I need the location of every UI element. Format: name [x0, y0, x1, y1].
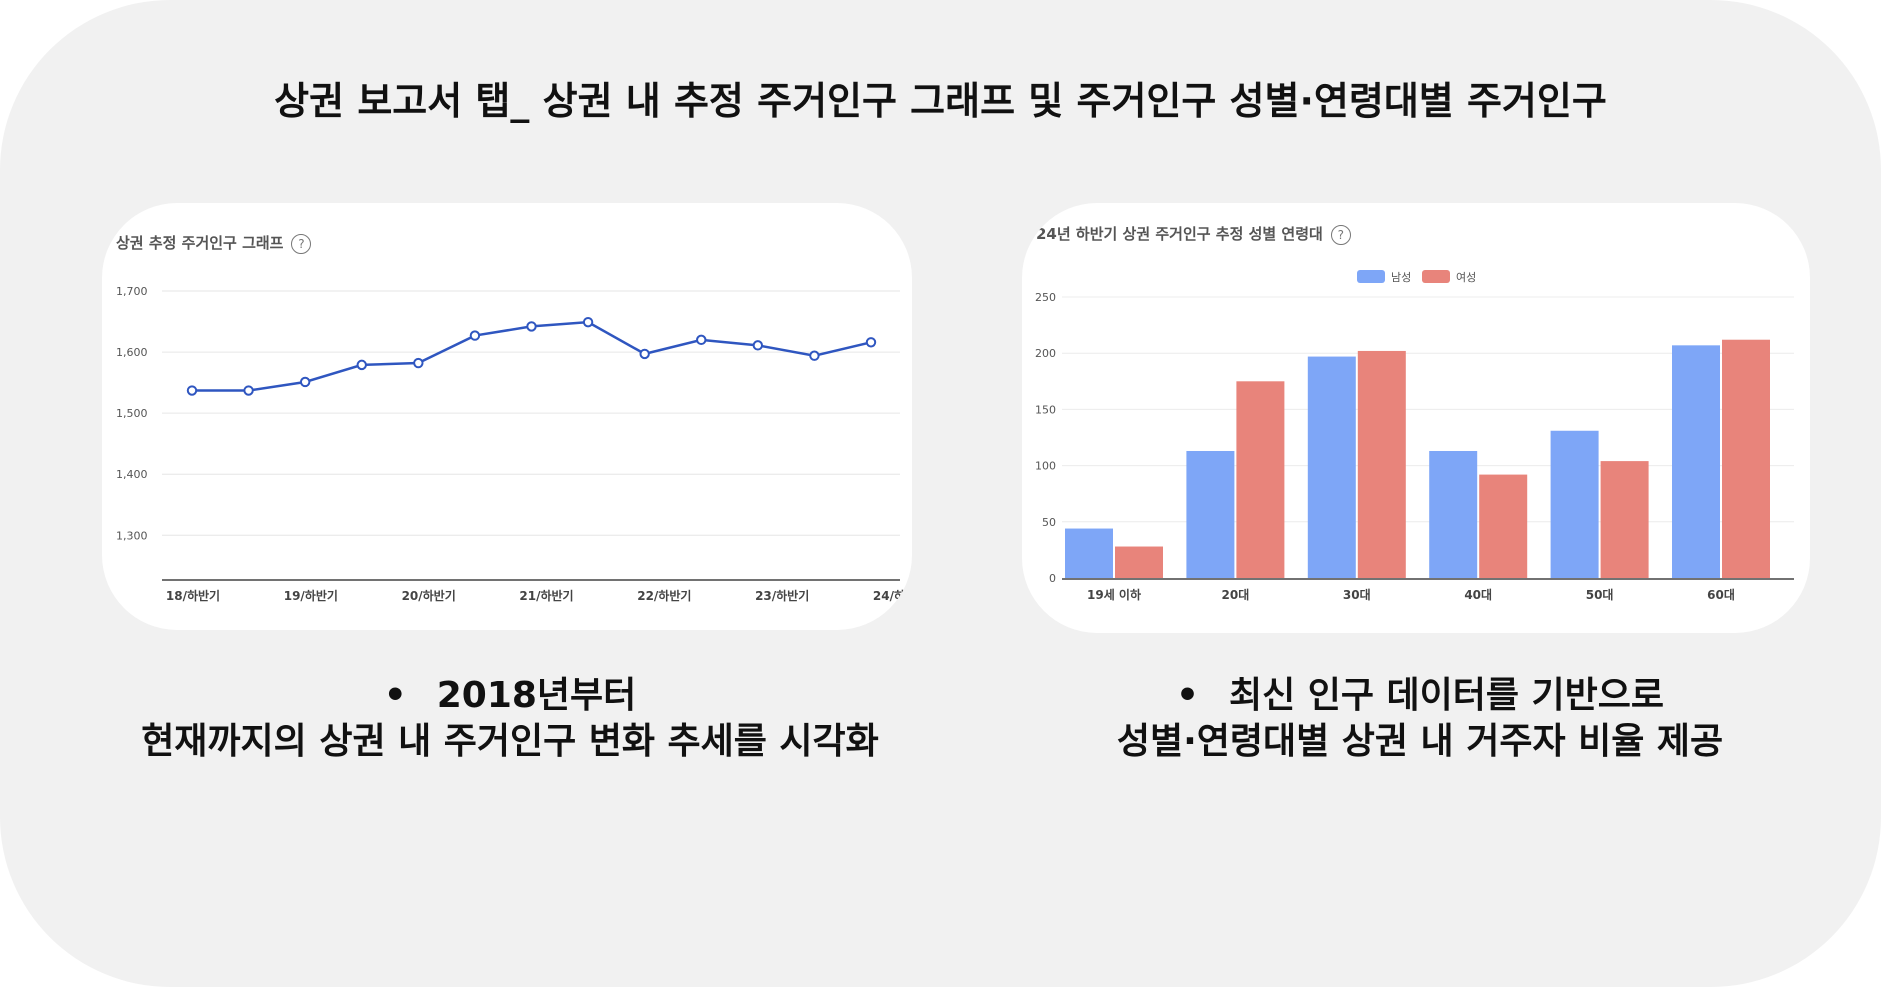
bar-chart: 250 200 150 100 50 0 남성 여성 19세 이하 20대 30대 40대 50대 60대 [1035, 270, 1794, 602]
line-chart-card: 상권 추정 주거인구 그래프? 1,700 1,600 1,500 1,400 1,30… [102, 203, 912, 630]
bar [1722, 339, 1770, 578]
x-tick-label: 21/하반기 [519, 588, 573, 603]
bar [1672, 345, 1720, 578]
bar [1600, 461, 1649, 578]
bar [1186, 450, 1235, 578]
y-tick-label: 1,300 [116, 529, 148, 542]
data-point [186, 385, 198, 396]
y-tick-label: 1,400 [116, 468, 148, 481]
legend-label: 여성 [1456, 271, 1476, 284]
line-chart-title: 상권 추정 주거인구 그래프? [116, 232, 312, 254]
bar-chart-title-text: 24년 하반기 상권 주거인구 추정 성별 연령대 [1036, 225, 1323, 243]
data-point [582, 316, 594, 328]
y-tick-label: 1,600 [116, 346, 148, 359]
left-caption: • 2018년부터 현재까지의 상권 내 주거인구 변화 추세를 시각화 [90, 673, 930, 765]
series-line [192, 320, 872, 392]
bar-chart-title: 24년 하반기 상권 주거인구 추정 성별 연령대? [1036, 223, 1351, 245]
legend-label: 남성 [1391, 271, 1411, 284]
help-icon[interactable]: ? [1330, 224, 1351, 245]
left-caption-line2: 현재까지의 상권 내 주거인구 변화 추세를 시각화 [141, 721, 879, 762]
page-title: 상권 보고서 탭_ 상권 내 추정 주거인구 그래프 및 주거인구 성별·연령대… [274, 79, 1607, 123]
x-tick-label: 18/하반기 [166, 588, 220, 603]
x-tick-label: 40대 [1464, 588, 1492, 602]
data-point [243, 385, 254, 396]
y-tick-label: 250 [1035, 291, 1056, 304]
y-tick-label: 50 [1042, 516, 1056, 529]
bar-chart-card: 24년 하반기 상권 주거인구 추정 성별 연령대? 250 200 150 100 5… [1022, 203, 1810, 633]
data-point [299, 376, 311, 388]
legend-swatch [1357, 270, 1385, 283]
bar [1550, 430, 1599, 578]
data-point [469, 330, 481, 341]
x-tick-label: 20대 [1222, 588, 1250, 602]
y-tick-label: 150 [1035, 403, 1056, 416]
data-point [526, 321, 537, 332]
right-caption: • 최신 인구 데이터를 기반으로 성별·연령대별 상권 내 거주자 비율 제공 [1010, 673, 1830, 765]
data-point [696, 334, 707, 346]
bullet: • [1175, 675, 1199, 716]
bar [1307, 356, 1356, 578]
data-point [809, 350, 820, 361]
y-tick-label: 0 [1049, 572, 1056, 585]
right-caption-line1: • 최신 인구 데이터를 기반으로 [1010, 673, 1830, 719]
x-tick-label: 23/하반기 [755, 588, 809, 603]
help-icon[interactable]: ? [291, 233, 312, 254]
left-caption-line1-text: 2018년부터 [436, 675, 637, 716]
bar [1357, 350, 1406, 578]
right-caption-line2: 성별·연령대별 상권 내 거주자 비율 제공 [1116, 721, 1724, 762]
legend-swatch [1422, 270, 1450, 283]
data-point [639, 348, 650, 360]
x-tick-label: 30대 [1343, 588, 1371, 602]
x-tick-label: 19/하반기 [284, 588, 338, 603]
x-tick-label: 19세 이하 [1087, 587, 1141, 602]
line-chart: 1,700 1,600 1,500 1,400 1,300 18/하반기 19/하반기 20/… [116, 285, 912, 603]
bullet: • [383, 675, 407, 716]
y-tick-label: 1,500 [116, 407, 148, 420]
y-tick-label: 100 [1035, 460, 1056, 473]
line-chart-title-text: 상권 추정 주거인구 그래프 [116, 234, 284, 252]
y-tick-label: 1,700 [116, 285, 148, 298]
data-point [865, 337, 877, 348]
y-tick-label: 200 [1035, 347, 1056, 360]
x-tick-label: 50대 [1586, 588, 1614, 602]
x-tick-label: 60대 [1707, 588, 1735, 602]
bar [1236, 381, 1285, 578]
bar [1429, 450, 1478, 578]
data-point [413, 357, 424, 369]
data-point [752, 340, 764, 351]
right-caption-line1-text: 최신 인구 데이터를 기반으로 [1228, 675, 1665, 716]
x-tick-label: 22/하반기 [637, 588, 691, 603]
x-tick-label: 24/하반기 [873, 588, 912, 603]
bar [1479, 474, 1528, 578]
bar [1115, 546, 1163, 578]
data-point [356, 359, 367, 371]
x-tick-label: 20/하반기 [402, 588, 456, 603]
left-caption-line1: • 2018년부터 [90, 673, 930, 719]
bar [1065, 528, 1113, 578]
